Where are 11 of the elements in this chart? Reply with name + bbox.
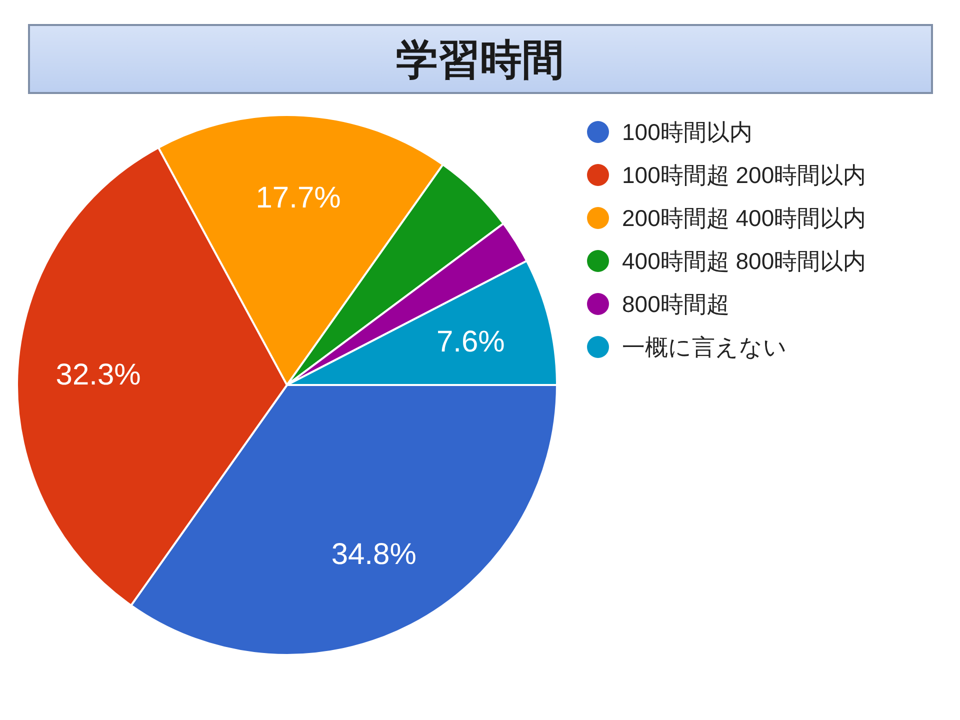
legend-label: 100時間以内: [622, 119, 752, 145]
data-label: 34.8%: [331, 538, 416, 571]
legend-label: 一概に言えない: [622, 334, 787, 360]
data-label: 7.6%: [436, 325, 505, 358]
legend-label: 400時間超 800時間以内: [622, 248, 866, 274]
legend-label: 800時間超: [622, 291, 730, 317]
data-label: 32.3%: [56, 358, 141, 392]
legend-label: 200時間超 400時間以内: [622, 205, 866, 231]
data-label: 17.7%: [256, 181, 341, 214]
legend-label: 100時間超 200時間以内: [622, 162, 866, 188]
chart-title: 学習時間: [396, 36, 564, 83]
